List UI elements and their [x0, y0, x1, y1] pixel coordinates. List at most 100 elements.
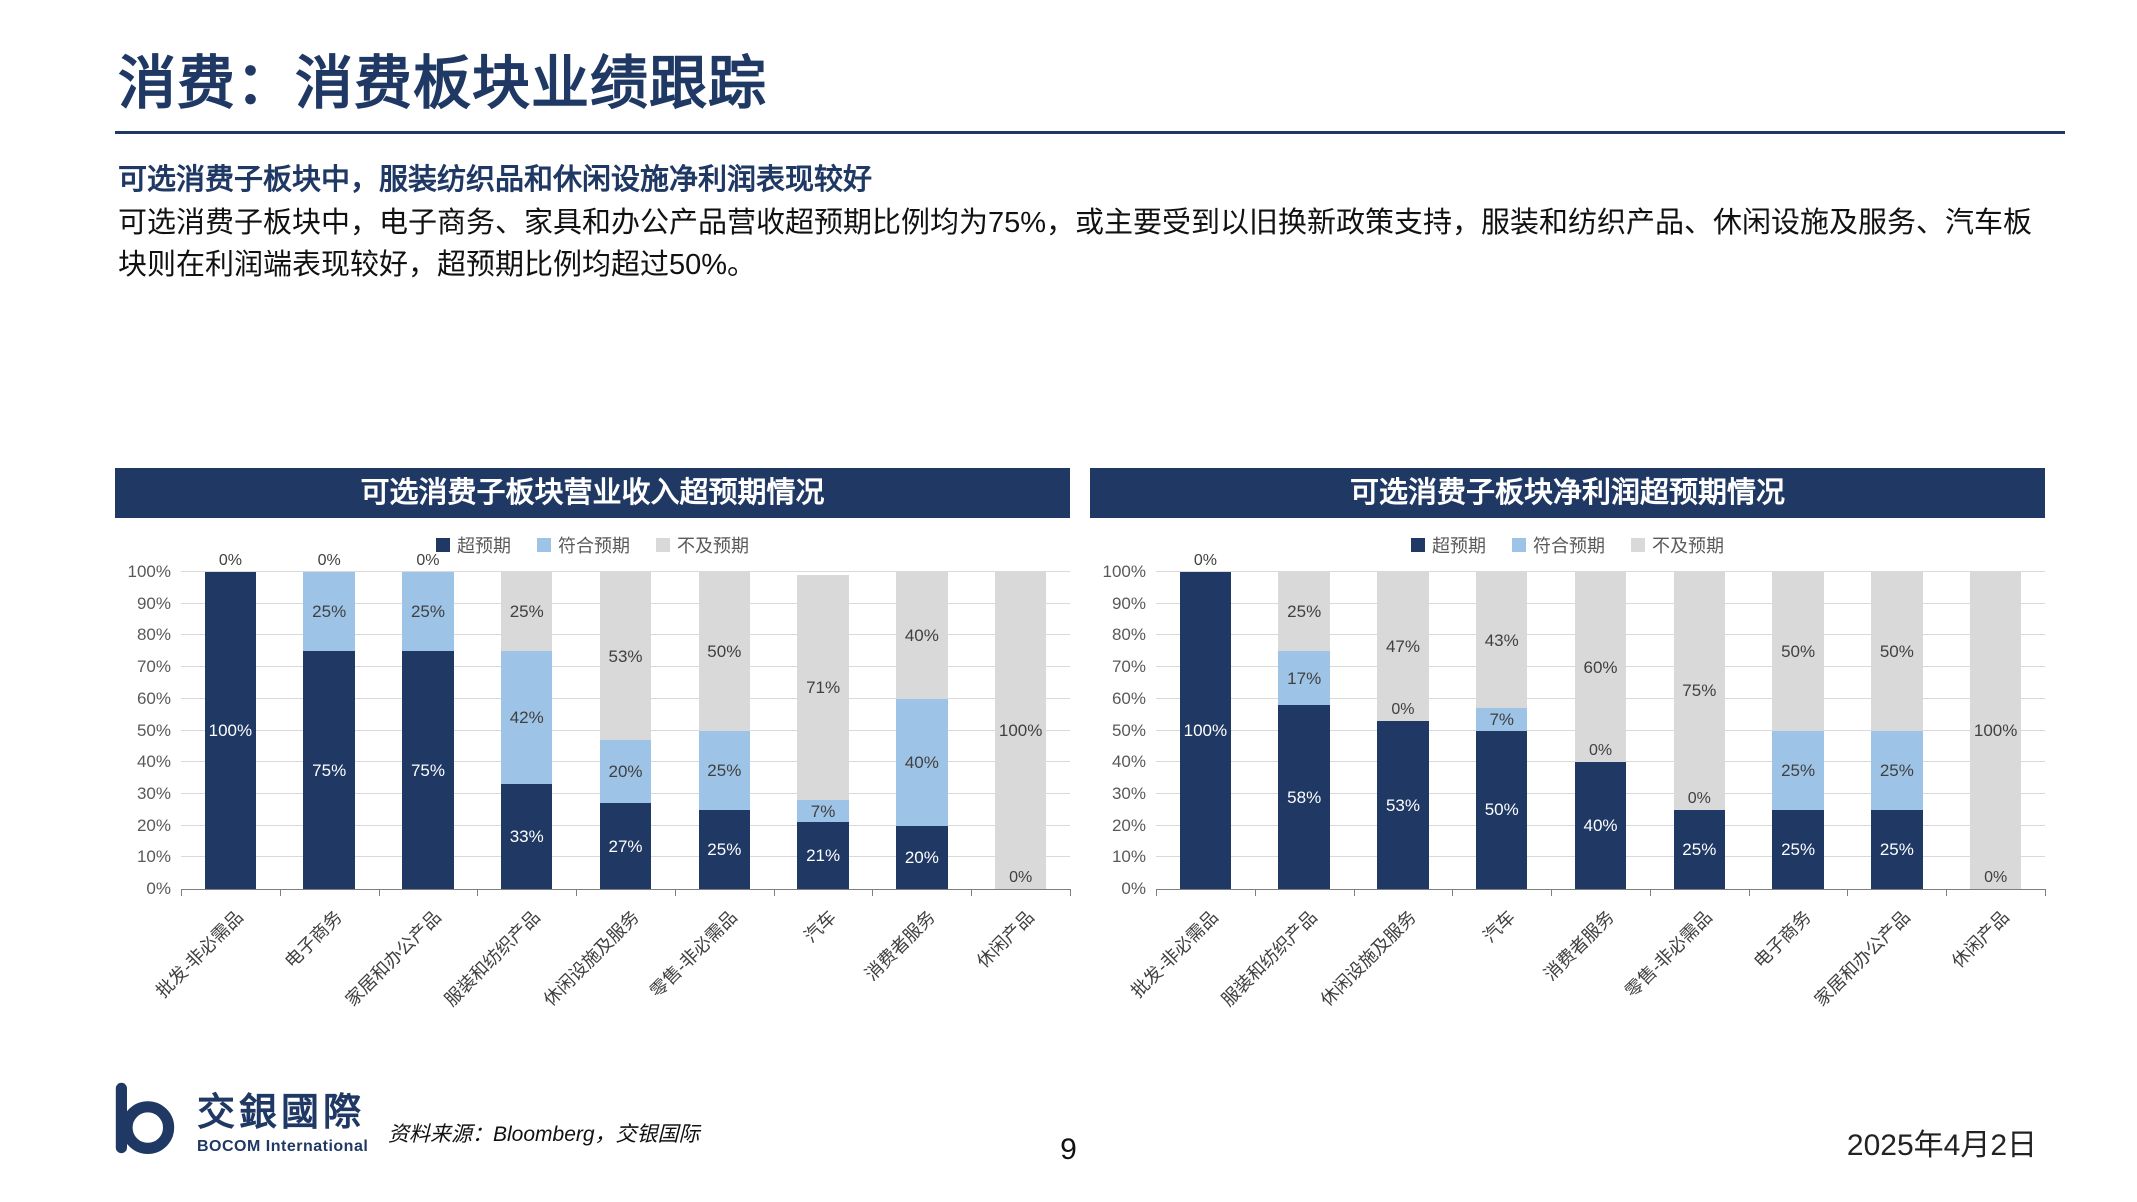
x-tick: [181, 889, 182, 896]
data-label: 53%: [1385, 795, 1420, 815]
x-tick: [1254, 889, 1256, 896]
bar-column: 0% 100%: [1156, 553, 1255, 889]
x-cell: 服装和纺织产品: [1218, 890, 1354, 1035]
segment-beat: 21%: [797, 822, 849, 889]
date-label: 2025年4月2日: [1846, 1129, 2037, 1162]
y-tick-label: 20%: [1111, 815, 1146, 835]
x-cell: 休闲设施及服务: [1317, 890, 1453, 1035]
bar-column: 21% 7% 71%: [774, 572, 873, 889]
legend-label: 符合预期: [1533, 536, 1605, 556]
data-label: 100%: [1183, 721, 1228, 740]
data-label: 40%: [904, 752, 939, 772]
segment-miss: 25%: [1278, 572, 1330, 652]
x-tick: [2045, 889, 2046, 896]
y-tick-label: 50%: [136, 720, 171, 740]
stacked-bar: 75% 25%: [303, 572, 355, 889]
stacked-bar: 27% 20% 53%: [599, 572, 652, 889]
data-label: 53%: [608, 646, 643, 666]
segment-miss: 60%: [1574, 572, 1627, 763]
segment-miss: 47%: [1377, 572, 1429, 721]
y-tick-label: 40%: [136, 752, 171, 772]
x-tick: [674, 889, 676, 896]
segment-beat: 100%: [1179, 572, 1232, 889]
stacked-bar: 33% 42% 25%: [501, 572, 553, 889]
legend-label: 超预期: [1432, 536, 1486, 556]
legend-label: 不及预期: [677, 536, 749, 556]
x-tick: [279, 889, 281, 896]
segment-miss: 75%: [1673, 572, 1725, 810]
segment-beat: 27%: [599, 803, 652, 889]
x-tick: [773, 889, 775, 896]
segment-meet: 7%: [1476, 708, 1528, 731]
x-cell: 家居和办公产品: [342, 890, 478, 1035]
data-label-zero: 0%: [416, 552, 440, 569]
data-label: 20%: [904, 847, 939, 867]
y-tick-label: 0%: [1121, 879, 1146, 898]
logo-text: 交銀國際 BOCOM International: [197, 1081, 368, 1156]
plot: 0% 100% 58% 17% 25% 0% 53% 47% 50% 7% 43% 0% 40% 60% 0…: [1103, 553, 2046, 898]
y-tick-label: 70%: [1111, 657, 1146, 677]
y-tick-label: 60%: [136, 688, 171, 708]
x-axis-labels: 批发-非必需品 电子商务 家居和办公产品 服装和纺织产品 休闲设施及服务 零售-非必需品汽…: [153, 890, 1070, 1035]
legend-label: 不及预期: [1652, 536, 1724, 556]
chart-area: 0% 100% 58% 17% 25% 0% 53% 47% 50% 7% 43% 0% 40% 60% 0…: [1090, 553, 2046, 1035]
x-category-label: 汽车: [1479, 906, 1519, 947]
segment-miss: 50%: [698, 572, 750, 731]
stacked-bar: 25% 25% 50%: [698, 572, 750, 889]
data-label: 7%: [810, 801, 836, 821]
y-tick-label: 80%: [1111, 625, 1146, 645]
segment-meet: 25%: [698, 730, 750, 810]
y-tick-label: 80%: [136, 625, 171, 645]
x-tick: [1649, 889, 1651, 896]
meet-legend-swatch: [1512, 538, 1526, 552]
meet-legend-swatch: [537, 538, 551, 552]
data-label-zero: 0%: [1588, 742, 1613, 760]
x-cell: 汽车: [1452, 890, 1551, 1035]
bar-column: 58% 17% 25%: [1255, 572, 1354, 889]
stacked-bar: 58% 17% 25%: [1278, 572, 1330, 889]
stacked-bar: 75% 25%: [402, 572, 454, 889]
bar-column: 0% 100%: [971, 572, 1070, 889]
chart-legend: 超预期 符合预期 不及预期: [115, 534, 1070, 556]
x-cell: 休闲产品: [971, 890, 1070, 1035]
x-cell: 消费者服务: [861, 890, 971, 1035]
data-label: 20%: [608, 762, 643, 782]
x-category-label: 电子商务: [1749, 906, 1816, 972]
segment-meet: 20%: [599, 740, 652, 804]
y-tick-label: 90%: [1111, 593, 1146, 613]
stacked-bar: 53% 47%: [1377, 572, 1429, 889]
stacked-bar: 100%: [204, 572, 257, 889]
segment-beat: 25%: [1772, 809, 1824, 889]
y-tick-label: 20%: [136, 815, 171, 835]
stacked-bar: 100%: [994, 572, 1047, 889]
data-label: 75%: [410, 760, 445, 780]
beat-legend-swatch: [436, 538, 450, 552]
body-text: 可选消费子板块中，电子商务、家具和办公产品营收超预期比例均为75%，或主要受到以…: [118, 207, 2033, 282]
gridline: [181, 571, 1070, 572]
chart-area: 0% 100% 0% 75% 25% 0% 75% 25% 33% 42% 25% 27% 20% 53%…: [115, 553, 1071, 1035]
x-cell: 家居和办公产品: [1811, 890, 1946, 1035]
segment-meet: 17%: [1278, 651, 1330, 706]
x-cell: 零售-非必需品: [647, 890, 774, 1035]
data-label-zero: 0%: [1687, 789, 1711, 807]
stacked-bar: 100%: [1969, 572, 2022, 889]
gridline: [1156, 571, 2045, 572]
segment-miss: 53%: [599, 572, 652, 741]
segment-miss: 50%: [1871, 572, 1923, 731]
bar-column: 0% 100%: [181, 553, 280, 889]
x-category-label: 电子商务: [281, 906, 347, 972]
bar-column: 0% 53% 47%: [1354, 572, 1453, 889]
bar-column: 0% 25% 75%: [1650, 572, 1749, 889]
y-tick-label: 0%: [146, 879, 171, 898]
data-label: 47%: [1385, 637, 1420, 656]
segment-beat: 50%: [1476, 730, 1528, 889]
segment-beat: 75%: [402, 651, 454, 889]
x-cell: 服装和纺织产品: [440, 890, 576, 1035]
segment-miss: 40%: [896, 572, 948, 699]
bar-column: 20% 40% 40%: [872, 572, 971, 889]
segment-miss: 43%: [1476, 572, 1528, 709]
data-label-zero: 0%: [1009, 869, 1033, 886]
bar-column: 27% 20% 53%: [576, 572, 675, 889]
data-label: 25%: [312, 602, 347, 622]
x-tick: [1353, 889, 1355, 896]
